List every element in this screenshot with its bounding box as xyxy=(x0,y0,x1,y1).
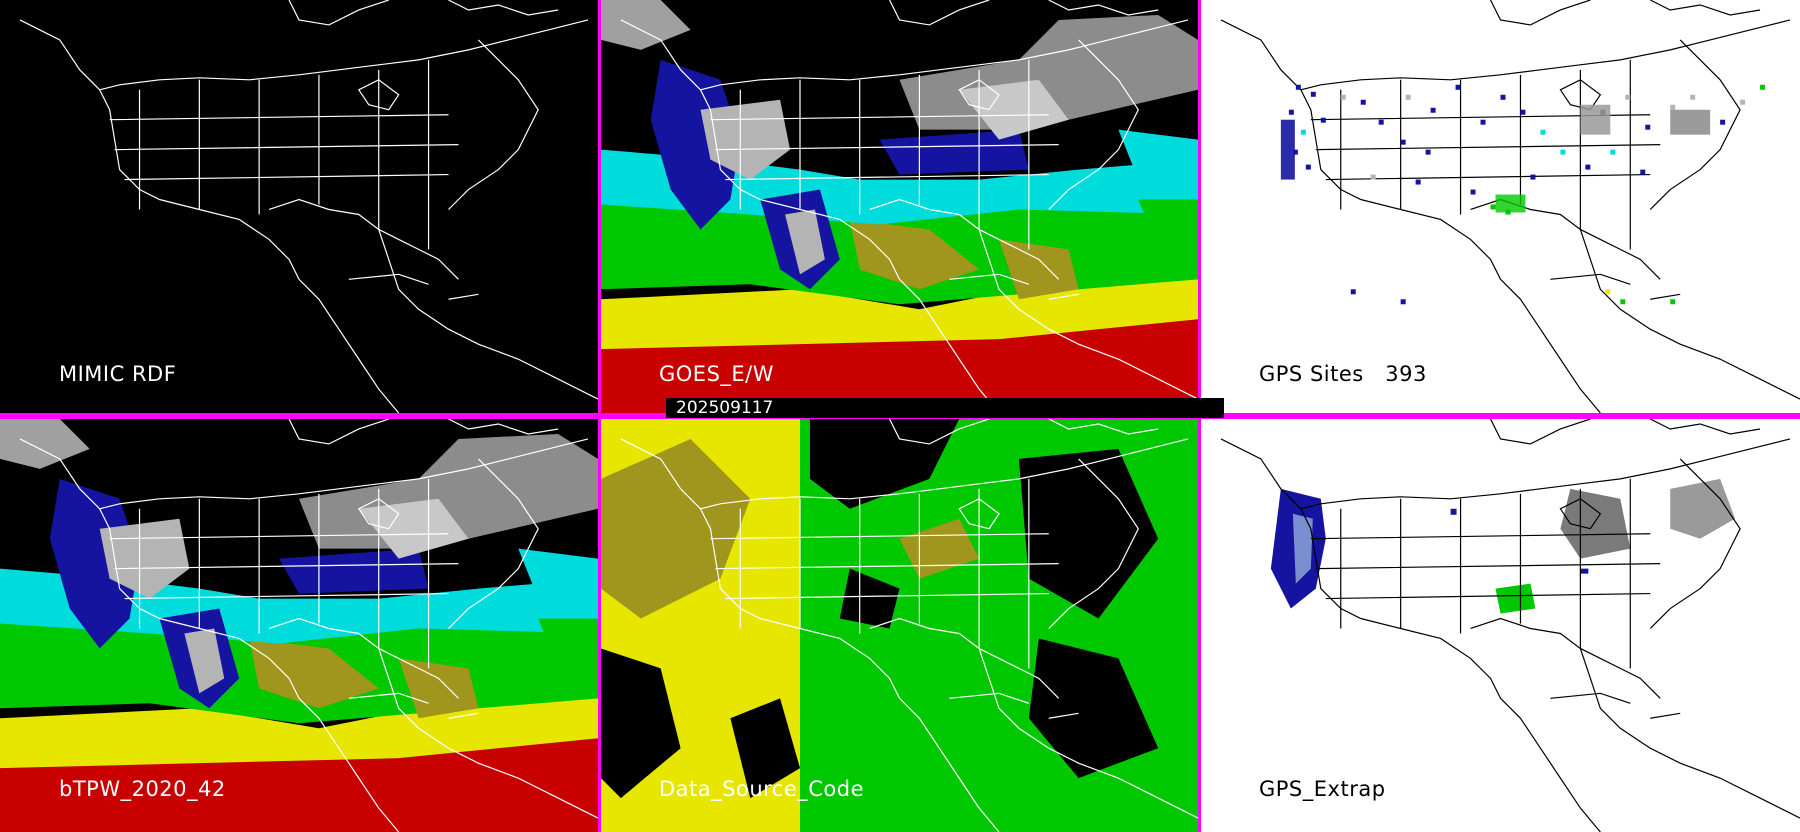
timestamp-bar: 202509117 xyxy=(666,398,1224,418)
gps-sites-map xyxy=(1220,0,1800,413)
data-source-map xyxy=(601,419,1198,832)
data-source-label: Data_Source_Code xyxy=(659,777,865,801)
goes-label: GOES_E/W xyxy=(659,362,775,386)
panel-mimic-rdf: MIMIC RDF xyxy=(0,0,598,413)
panel-goes: GOES_E/W xyxy=(601,0,1198,413)
btpw-map xyxy=(0,419,598,832)
panel-btpw: bTPW_2020_42 xyxy=(0,419,598,832)
btpw-label: bTPW_2020_42 xyxy=(59,777,226,801)
goes-map xyxy=(601,0,1198,413)
panel-gps-sites: GPS Sites 393 xyxy=(1201,0,1800,413)
gps-site-markers xyxy=(1280,84,1766,305)
panel-data-source: Data_Source_Code xyxy=(601,419,1198,832)
panel-gps-extrap: GPS_Extrap xyxy=(1201,419,1800,832)
gps-sites-count: 393 xyxy=(1385,362,1427,386)
mimic-rdf-map xyxy=(19,0,598,413)
gps-sites-label: GPS Sites 393 xyxy=(1259,362,1427,386)
gps-sites-title: GPS Sites xyxy=(1259,362,1364,386)
mimic-rdf-label: MIMIC RDF xyxy=(59,362,177,386)
gps-extrap-map xyxy=(1220,419,1800,832)
gps-extrap-label: GPS_Extrap xyxy=(1259,777,1386,801)
